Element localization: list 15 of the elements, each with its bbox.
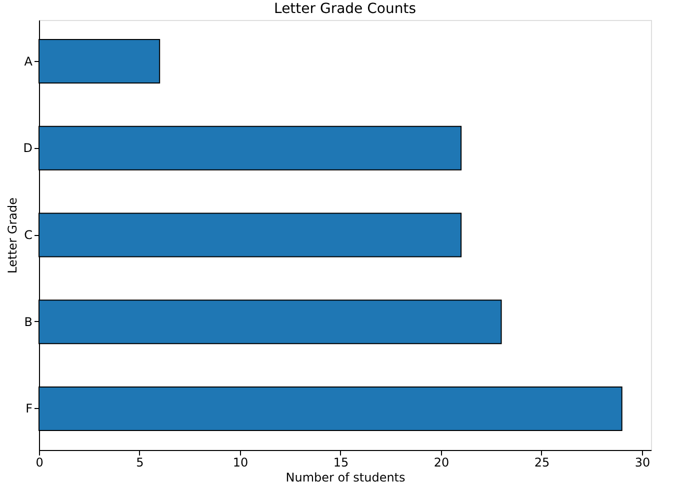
y-tick-label: C [24,228,32,242]
y-tick-label: D [23,141,32,156]
chart-title: Letter Grade Counts [274,1,416,17]
y-tick-label: A [24,54,34,68]
x-tick-label: 0 [36,456,44,470]
x-tick-label: 20 [434,456,450,470]
x-tick-label: 25 [534,456,550,470]
y-axis-title: Letter Grade [5,198,20,274]
x-tick-label: 30 [634,456,650,470]
x-tick-label: 5 [136,456,144,470]
x-tick-label: 15 [333,456,349,470]
y-tick-label: F [26,402,33,416]
x-tick-label: 10 [232,456,248,470]
x-axis-title: Number of students [286,470,406,484]
y-tick-label: B [24,314,32,329]
